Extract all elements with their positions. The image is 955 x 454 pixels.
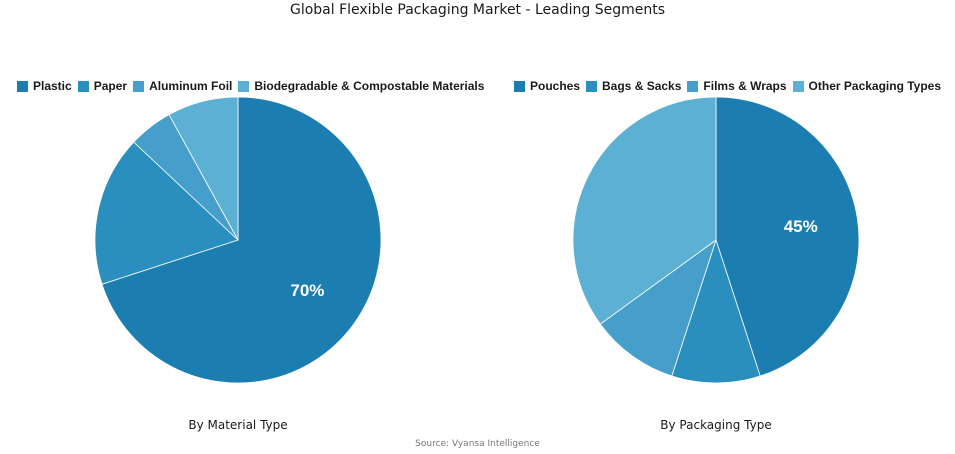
legend-item-pouches: Pouches	[514, 79, 580, 93]
pie-slice-bags-and-sacks	[671, 238, 761, 384]
legend-item-bags-and-sacks: Bags & Sacks	[586, 79, 681, 93]
legend-swatch	[17, 80, 28, 92]
legend-swatch	[238, 80, 250, 92]
legend-label: Pouches	[530, 79, 581, 93]
page-title: Global Flexible Packaging Market - Leadi…	[289, 2, 666, 18]
slice-data-label-pouches: 45%	[784, 217, 818, 236]
packaging-legend: Pouches Bags & Sacks Films & Wraps Other Pa…	[514, 79, 947, 93]
legend-swatch	[586, 80, 598, 92]
source-note: Source: Vyansa Intelligence	[415, 439, 540, 449]
legend-swatch	[133, 80, 145, 92]
slice-data-label-plastic: 70%	[290, 281, 324, 300]
legend-item-paper: Paper	[77, 79, 128, 93]
legend-label: Films & Wraps	[703, 79, 787, 93]
legend-label: Plastic	[33, 79, 72, 93]
material-chart-title: By Material Type	[188, 418, 288, 432]
pie-slice-other-packaging-types	[572, 96, 717, 325]
pie-slice-films-and-wraps	[599, 238, 717, 377]
legend-label: Aluminum Foil	[149, 79, 233, 93]
legend-item-biodegradable-and-compostable-materials: Biodegradable & Compostable Materials	[238, 79, 484, 93]
pie-slice-plastic	[101, 96, 382, 384]
pie-slice-pouches	[715, 96, 860, 377]
legend-item-other-packaging-types: Other Packaging Types	[792, 79, 942, 93]
packaging-pie-chart: 45%	[572, 96, 860, 384]
legend-item-aluminum-foil: Aluminum Foil	[133, 79, 232, 93]
legend-label: Bags & Sacks	[602, 79, 682, 93]
packaging-chart-title: By Packaging Type	[660, 418, 772, 432]
legend-label: Paper	[93, 79, 128, 93]
material-legend: Plastic Paper Aluminum Foil Biodegradable &…	[17, 79, 490, 93]
legend-swatch	[77, 80, 89, 92]
legend-item-plastic: Plastic	[17, 79, 72, 93]
legend-swatch	[514, 80, 525, 92]
material-pie-chart: 70%	[94, 96, 382, 384]
legend-label: Biodegradable & Compostable Materials	[254, 79, 485, 93]
legend-item-films-and-wraps: Films & Wraps	[687, 79, 787, 93]
legend-swatch	[687, 80, 699, 92]
pie-slice-paper	[94, 141, 239, 285]
legend-swatch	[792, 80, 804, 92]
pie-slice-biodegradable-and-compostable-materials	[168, 96, 239, 241]
legend-label: Other Packaging Types	[808, 79, 942, 93]
